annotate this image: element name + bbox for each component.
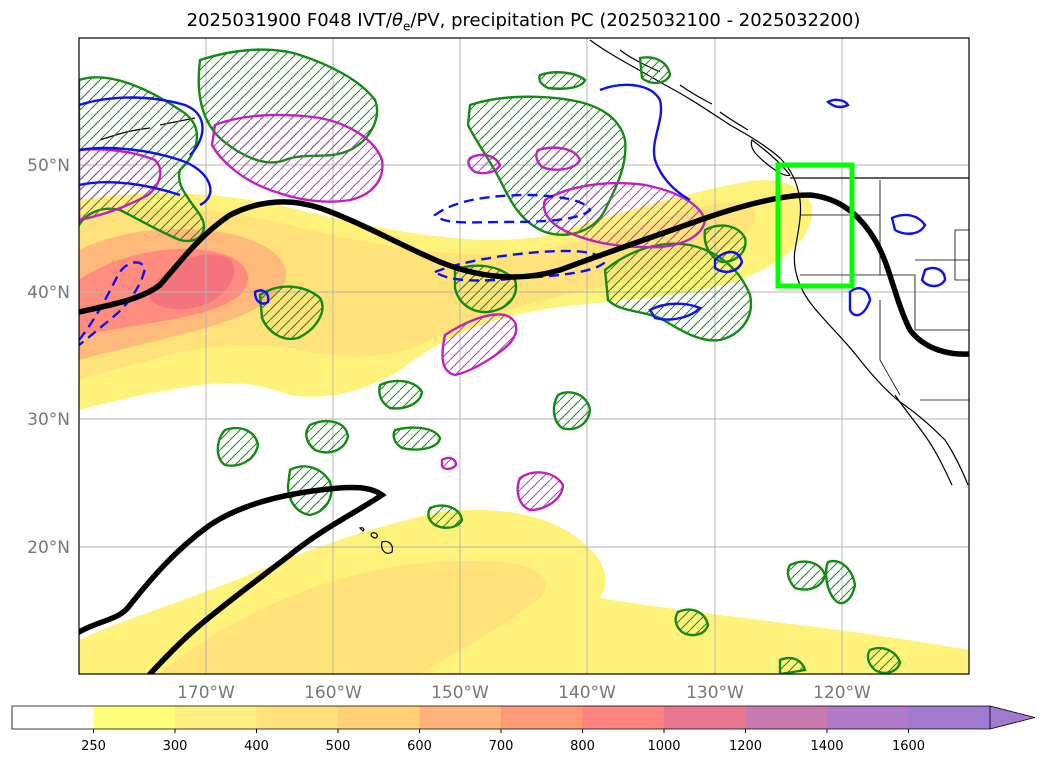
lon-label-150w: 150°W xyxy=(431,683,489,703)
colorbar-segment xyxy=(501,706,583,729)
colorbar-segment xyxy=(419,706,502,729)
precip-area-central xyxy=(427,504,464,529)
colorbar-tick-label: 1200 xyxy=(729,739,762,754)
colorbar-segment xyxy=(338,706,420,729)
lon-label-120w: 120°W xyxy=(813,683,871,703)
colorbar-tick-label: 400 xyxy=(244,739,269,754)
study-region-box xyxy=(775,162,855,289)
pv-area-pacific xyxy=(441,313,518,377)
pv-area-tiny xyxy=(440,456,458,471)
colorbar-extend-arrow xyxy=(989,705,1036,730)
pv-area-west-edge xyxy=(79,148,162,222)
precip-area-se-2 xyxy=(778,656,807,674)
colorbar-segment xyxy=(745,706,828,729)
lon-label-130w: 130°W xyxy=(686,683,744,703)
map-frame xyxy=(78,37,970,675)
precip-area-pacific-4 xyxy=(305,419,350,454)
tropopause-contour-south xyxy=(79,484,387,674)
precip-area-pacific-9 xyxy=(786,560,827,591)
pv-area-south xyxy=(516,471,565,512)
latitude-labels: 50°N 40°N 30°N 20°N xyxy=(27,156,70,558)
thetae-dashed-1 xyxy=(433,193,592,224)
thetae-nw xyxy=(79,96,212,207)
precip-area-pacific-6 xyxy=(378,379,424,410)
colorbar-segment xyxy=(827,706,909,729)
longitude-labels: 170°W 160°W 150°W 140°W 130°W 120°W xyxy=(177,683,871,703)
lat-label-30n: 30°N xyxy=(27,410,70,430)
colorbar-tick-label: 600 xyxy=(407,739,432,754)
thetae-dashed-2 xyxy=(432,249,607,282)
colorbar-tick-label: 300 xyxy=(163,739,188,754)
colorbar-tick-label: 500 xyxy=(326,739,351,754)
precip-area-alaska xyxy=(538,71,587,90)
colorbar-tick-label: 1000 xyxy=(647,739,680,754)
colorbar-segment xyxy=(664,706,746,729)
pv-area-nw xyxy=(210,113,384,203)
title-suffix: /PV, precipitation PC (2025032100 - 2025… xyxy=(410,10,861,31)
thetae-dashed-west xyxy=(79,261,147,346)
colorbar-segment xyxy=(12,706,94,729)
colorbar-tick-label: 800 xyxy=(570,739,595,754)
precip-area-se-1 xyxy=(866,646,902,674)
theta-e-contours xyxy=(79,83,947,346)
map-area xyxy=(79,38,969,674)
title-theta-subscript: e xyxy=(403,19,411,34)
lon-label-140w: 140°W xyxy=(558,683,616,703)
ivt-band-south-inner xyxy=(160,560,546,674)
lon-label-160w: 160°W xyxy=(304,683,362,703)
hawaii-islands xyxy=(358,527,393,554)
thetae-coast xyxy=(648,213,947,321)
precip-area-pacific-1 xyxy=(258,285,324,341)
lat-label-50n: 50°N xyxy=(27,156,70,176)
precip-area-pacific-5 xyxy=(392,426,442,451)
colorbar-segment xyxy=(93,706,176,729)
thetae-small xyxy=(253,98,850,305)
precip-area-pacific-3 xyxy=(216,426,260,467)
north-america-coast xyxy=(589,39,969,486)
lat-label-20n: 20°N xyxy=(27,538,70,558)
state-lines xyxy=(800,180,969,401)
title-prefix: 2025031900 F048 IVT/ xyxy=(186,10,392,31)
colorbar-segment xyxy=(175,706,257,729)
tropopause-contour-north xyxy=(79,192,969,357)
colorbar-tick-label: 250 xyxy=(81,739,106,754)
gulf-of-california xyxy=(894,394,953,486)
colorbar-segment xyxy=(582,706,665,729)
lat-label-40n: 40°N xyxy=(27,283,70,303)
colorbar-tick-label: 700 xyxy=(489,739,514,754)
colorbar-tick-label: 1400 xyxy=(810,739,843,754)
pv-area-small-2 xyxy=(535,146,582,171)
pv-area-small-1 xyxy=(467,153,502,175)
title-theta: θ xyxy=(391,10,403,31)
precip-area-pacific-10 xyxy=(824,559,857,605)
map-title: 2025031900 F048 IVT/θe/PV, precipitation… xyxy=(0,10,1047,34)
lon-label-170w: 170°W xyxy=(177,683,235,703)
dynamic-tropopause-contours xyxy=(79,192,969,674)
colorbar-segment xyxy=(256,706,339,729)
precip-area-pacific-11 xyxy=(674,608,710,637)
colorbar-segment xyxy=(908,706,991,729)
colorbar-tick-label: 1600 xyxy=(892,739,925,754)
thetae-ne xyxy=(599,83,691,202)
precip-area-gulf-alaska xyxy=(638,56,672,85)
colorbar: 250 300 400 500 600 700 800 1000 1200 1400 1600 xyxy=(11,705,1036,754)
precip-area-pacific-7 xyxy=(552,391,592,431)
